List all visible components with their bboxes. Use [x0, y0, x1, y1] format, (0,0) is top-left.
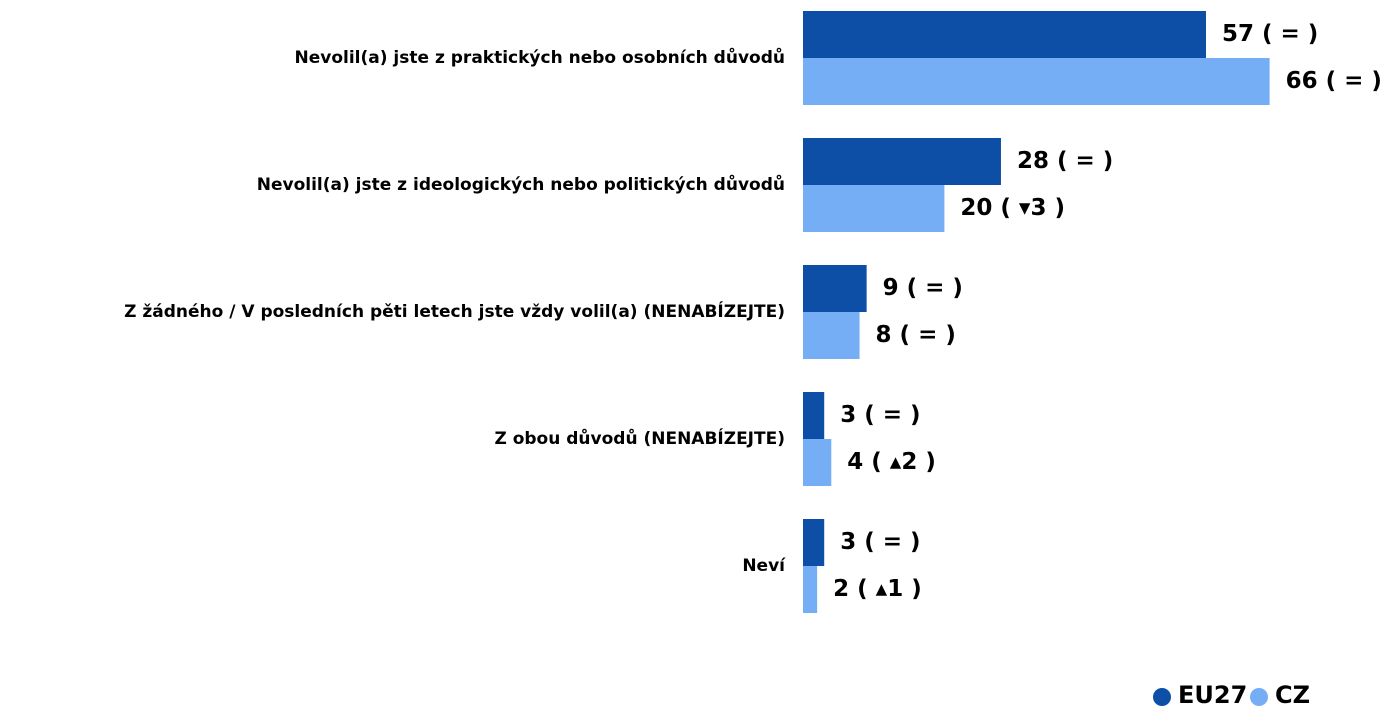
bar [803, 138, 1001, 185]
value-label: 20 ( ▾3 ) [960, 195, 1065, 221]
value-label: 3 ( = ) [840, 529, 920, 555]
value-label: 28 ( = ) [1017, 148, 1113, 174]
value-label: 3 ( = ) [840, 402, 920, 428]
value-label: 4 ( ▴2 ) [847, 449, 936, 475]
bar [803, 519, 825, 566]
value-label: 2 ( ▴1 ) [833, 576, 922, 602]
bar [803, 11, 1206, 58]
value-label: 66 ( = ) [1286, 68, 1382, 94]
category-label: Z obou důvodů (NENABÍZEJTE) [494, 427, 785, 449]
bar [803, 439, 832, 486]
legend-marker [1153, 688, 1171, 706]
value-label: 9 ( = ) [883, 275, 963, 301]
category-label: Nevolil(a) jste z ideologických nebo pol… [257, 173, 785, 195]
value-label: 57 ( = ) [1222, 21, 1318, 47]
bar [803, 185, 945, 232]
legend-label: EU27 [1178, 681, 1247, 709]
category-label: Nevolil(a) jste z praktických nebo osobn… [295, 46, 786, 68]
bar [803, 265, 867, 312]
value-label: 8 ( = ) [876, 322, 956, 348]
bar [803, 392, 825, 439]
legend-marker [1250, 688, 1268, 706]
category-label: Neví [742, 556, 786, 576]
legend-label: CZ [1275, 681, 1310, 709]
bar [803, 566, 818, 613]
bar [803, 58, 1270, 105]
category-label: Z žádného / V posledních pěti letech jst… [124, 300, 785, 322]
bar [803, 312, 860, 359]
